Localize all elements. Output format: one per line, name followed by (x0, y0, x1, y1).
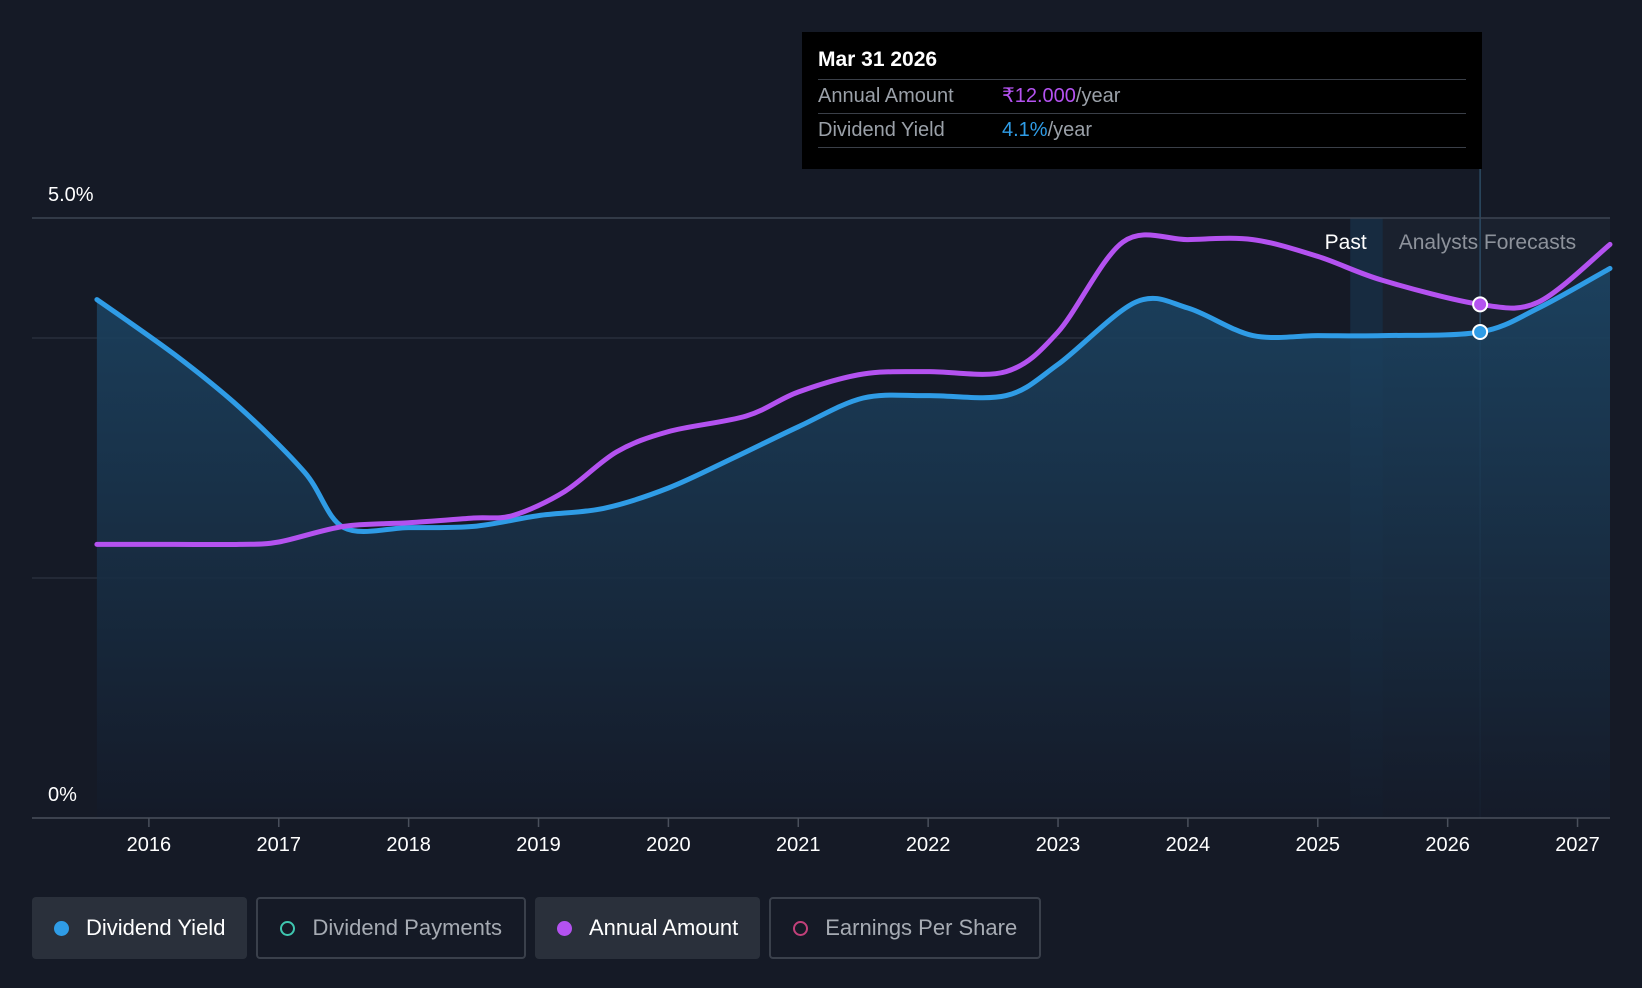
x-tick-label: 2023 (1036, 834, 1081, 856)
tooltip-unit: /year (1075, 85, 1121, 107)
legend-label: Earnings Per Share (825, 915, 1018, 940)
legend-dividend-payments[interactable]: Dividend Payments (256, 897, 526, 959)
x-tick-label: 2026 (1425, 834, 1470, 856)
legend-label: Dividend Payments (312, 915, 502, 940)
dividend-chart: 2016 2017 2018 2019 2020 2021 2022 2023 2024 2025… (32, 168, 1613, 856)
tooltip-unit: /year (1047, 119, 1093, 141)
x-tick-label: 2025 (1296, 834, 1341, 856)
x-tick-label: 2021 (776, 834, 821, 856)
annual-amount-line (94, 232, 1613, 548)
dividend-yield-dot-icon (54, 920, 69, 936)
y-axis-label-top: 5.0% (48, 184, 94, 206)
tooltip-label: Dividend Yield (818, 119, 945, 141)
x-tick-label: 2020 (646, 834, 691, 856)
dividend-yield-marker[interactable] (1472, 324, 1489, 340)
legend-dividend-yield[interactable]: Dividend Yield (32, 897, 248, 959)
y-axis-label-bottom: 0% (48, 784, 77, 806)
x-tick-label: 2022 (906, 834, 951, 856)
annual-amount-marker[interactable] (1472, 296, 1489, 313)
legend-label: Dividend Yield (86, 915, 226, 940)
legend-annual-amount[interactable]: Annual Amount (534, 897, 761, 959)
dividend-yield-area (96, 268, 1610, 818)
forecast-label: Analysts Forecasts (1399, 231, 1576, 254)
earnings-per-share-ring-icon (793, 920, 809, 936)
past-label: Past (1325, 231, 1367, 254)
x-tick-label: 2019 (516, 834, 561, 856)
x-tick-label: 2018 (386, 834, 431, 856)
tooltip-value: 4.1% (1002, 119, 1048, 141)
legend-label: Annual Amount (588, 915, 739, 940)
x-tick-label: 2024 (1166, 834, 1211, 856)
x-axis-ticks: 2016 2017 2018 2019 2020 2021 2022 2023 2024 2025… (127, 818, 1600, 856)
legend-earnings-per-share[interactable]: Earnings Per Share (769, 897, 1042, 959)
dividend-yield-line (94, 265, 1613, 535)
tooltip-label: Annual Amount (818, 85, 954, 107)
tooltip-value: ₹12.000 (1002, 85, 1076, 107)
legend: Dividend Yield Dividend Payments Annual … (32, 897, 1042, 959)
x-tick-label: 2016 (127, 834, 172, 856)
tooltip-date: Mar 31 2026 (818, 46, 1466, 80)
tooltip: Mar 31 2026 Annual Amount ₹12.000/year Di… (802, 32, 1482, 169)
tooltip-row-dividend-yield: Dividend Yield 4.1%/year (818, 114, 1466, 148)
tooltip-row-annual-amount: Annual Amount ₹12.000/year (818, 80, 1466, 114)
dividend-payments-ring-icon (280, 920, 296, 936)
x-tick-label: 2017 (257, 834, 302, 856)
x-tick-label: 2027 (1555, 834, 1600, 856)
annual-amount-dot-icon (556, 920, 572, 936)
